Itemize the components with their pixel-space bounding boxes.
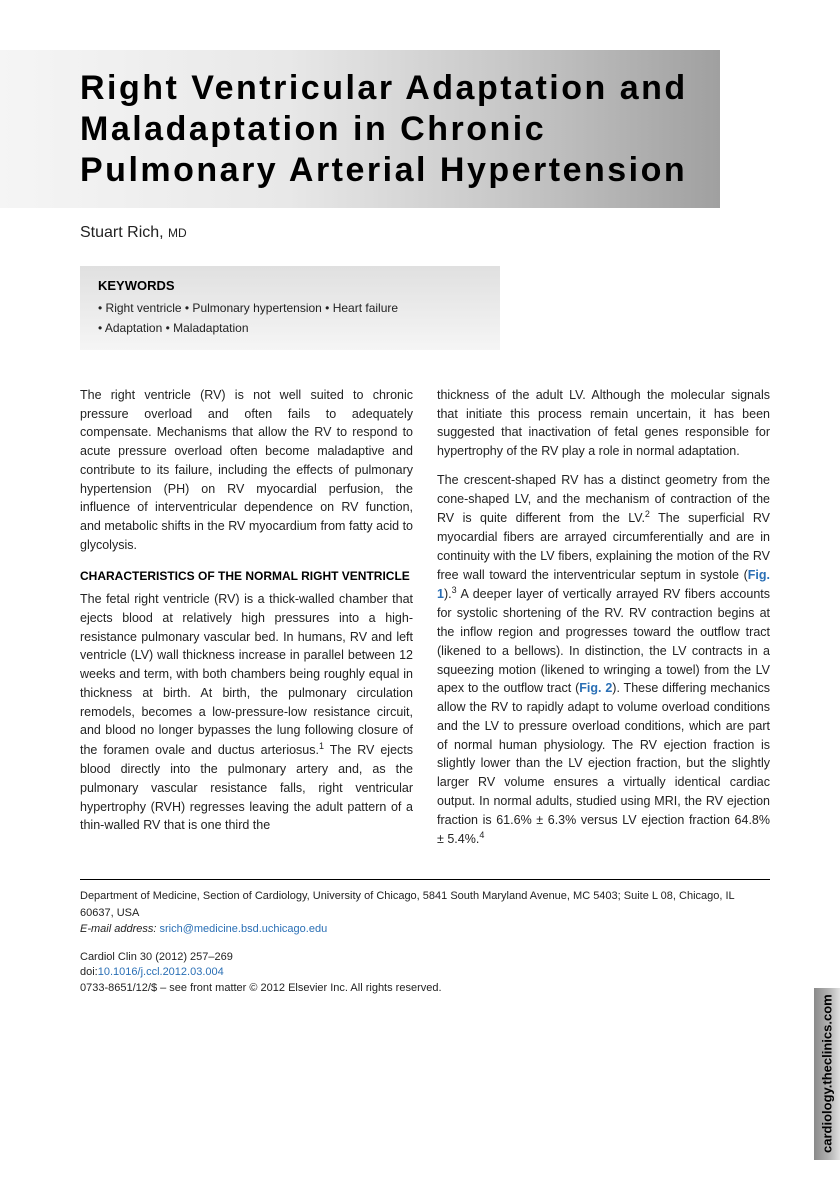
affiliation: Department of Medicine, Section of Cardi…	[80, 888, 770, 921]
col2-text-d: A deeper layer of vertically arrayed RV …	[437, 588, 770, 696]
email-line: E-mail address: srich@medicine.bsd.uchic…	[80, 921, 770, 938]
footer-citation-block: Cardiol Clin 30 (2012) 257–269 doi:10.10…	[80, 950, 770, 996]
email-label: E-mail address:	[80, 923, 156, 935]
keywords-list: • Right ventricle • Pulmonary hypertensi…	[98, 299, 482, 337]
article-title: Right Ventricular Adaptation and Maladap…	[80, 68, 690, 190]
author-degree: MD	[168, 226, 187, 240]
doi-label: doi:	[80, 966, 98, 978]
author-line: Stuart Rich, MD	[80, 224, 770, 242]
footer-block: Department of Medicine, Section of Cardi…	[80, 879, 770, 996]
section1-text-a: The fetal right ventricle (RV) is a thic…	[80, 592, 413, 757]
ref-4[interactable]: 4	[479, 830, 484, 840]
copyright-line: 0733-8651/12/$ – see front matter © 2012…	[80, 981, 770, 996]
column-right: thickness of the adult LV. Although the …	[437, 386, 770, 859]
col2-paragraph-2: The crescent-shaped RV has a distinct ge…	[437, 471, 770, 849]
column-left: The right ventricle (RV) is not well sui…	[80, 386, 413, 859]
col2-text-c: ).	[444, 588, 452, 602]
email-address[interactable]: srich@medicine.bsd.uchicago.edu	[159, 923, 327, 935]
section1-paragraph: The fetal right ventricle (RV) is a thic…	[80, 590, 413, 835]
doi-line: doi:10.1016/j.ccl.2012.03.004	[80, 965, 770, 980]
title-block: Right Ventricular Adaptation and Maladap…	[0, 50, 720, 208]
col2-text-e: ). These differing mechanics allow the R…	[437, 681, 770, 846]
journal-citation: Cardiol Clin 30 (2012) 257–269	[80, 950, 770, 965]
col2-paragraph-1: thickness of the adult LV. Although the …	[437, 386, 770, 461]
body-columns: The right ventricle (RV) is not well sui…	[80, 386, 770, 859]
side-tab-url[interactable]: cardiology.theclinics.com	[814, 988, 840, 1160]
intro-paragraph: The right ventricle (RV) is not well sui…	[80, 386, 413, 555]
keywords-box: KEYWORDS • Right ventricle • Pulmonary h…	[80, 266, 500, 349]
fig-2-link[interactable]: Fig. 2	[579, 681, 612, 695]
doi-link[interactable]: 10.1016/j.ccl.2012.03.004	[98, 966, 224, 978]
keywords-heading: KEYWORDS	[98, 278, 482, 293]
section-heading-characteristics: CHARACTERISTICS OF THE NORMAL RIGHT VENT…	[80, 569, 413, 585]
author-name: Stuart Rich,	[80, 224, 164, 241]
